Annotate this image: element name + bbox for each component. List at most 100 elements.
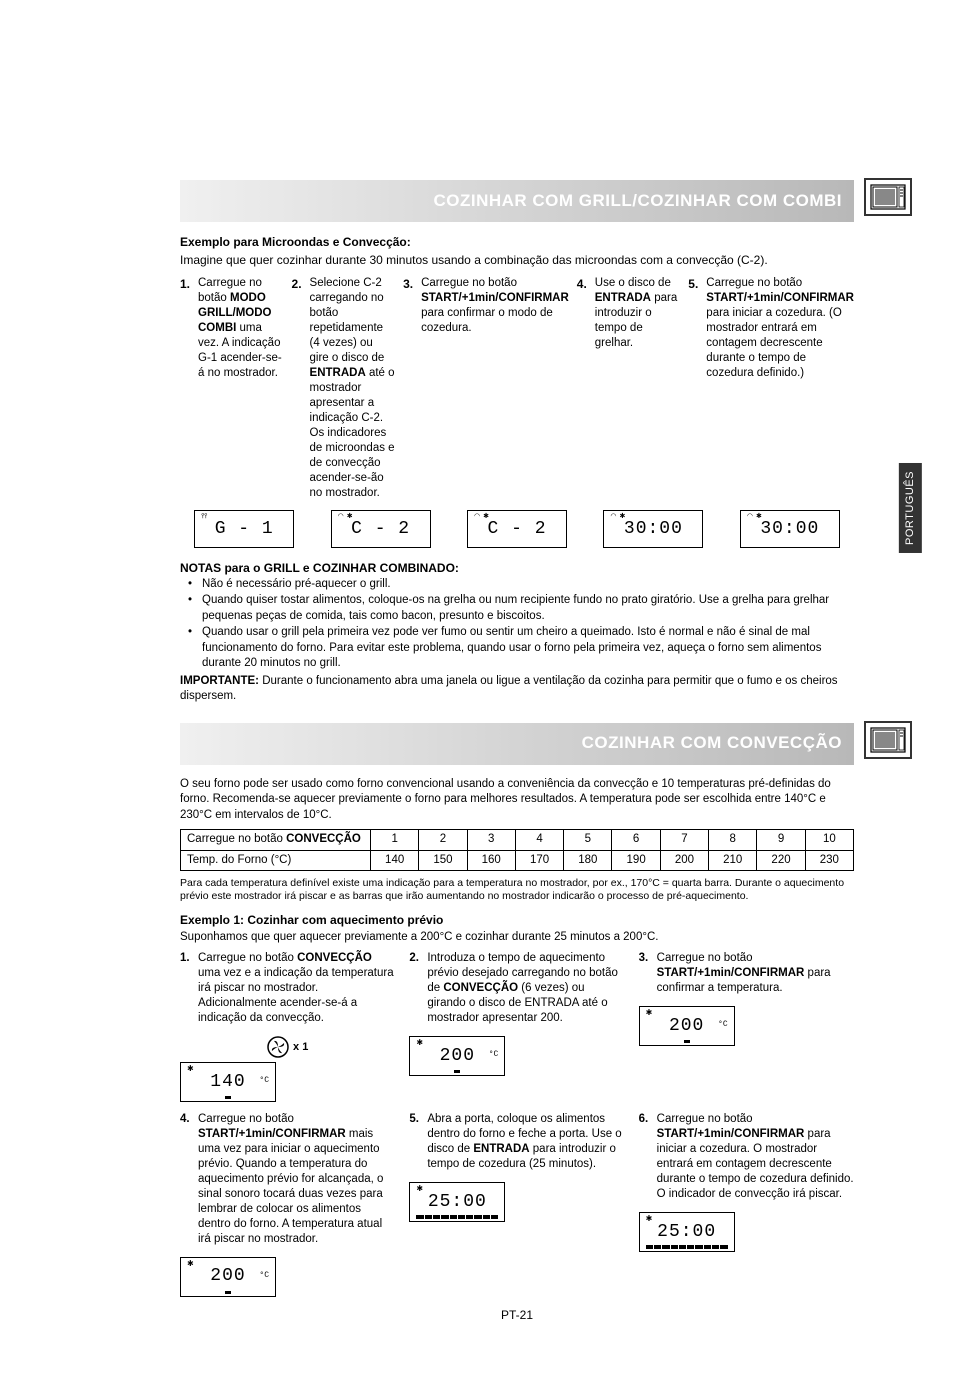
table-cell: 8 <box>709 830 757 851</box>
notes-list: Não é necessário pré-aquecer o grill.Qua… <box>180 577 854 672</box>
step-text: Use o disco de ENTRADA para introduzir o… <box>595 276 681 351</box>
page-number: PT-21 <box>180 1307 854 1323</box>
lcd-display: ✱ 25:00 <box>639 1212 735 1252</box>
table-cell: 4 <box>515 830 563 851</box>
lcd-display: ✱ 200 °C <box>639 1006 735 1046</box>
lcd-value: 30:00 <box>624 517 683 541</box>
lcd-mode-icon: ✱ <box>416 1039 423 1050</box>
table-cell: 6 <box>612 830 660 851</box>
section1-displays: ⫯⫯G - 1◠✱C - 2◠✱C - 2◠✱30:00◠✱30:00 <box>180 510 854 548</box>
lcd-unit: °C <box>718 1020 728 1031</box>
lcd-unit: °C <box>259 1271 269 1282</box>
step-text: Carregue no botão START/+1min/CONFIRMAR … <box>657 951 854 996</box>
lcd-display: ⫯⫯ G - 1 <box>194 510 294 548</box>
step-number: 1. <box>180 951 194 1026</box>
lcd-progress-bars <box>646 1245 728 1249</box>
step-number: 2. <box>292 276 306 500</box>
important-note: IMPORTANTE: Durante o funcionamento abra… <box>180 674 854 705</box>
lcd-display: ✱ 140 °C <box>180 1062 276 1102</box>
step-col: 2.Introduza o tempo de aquecimento prévi… <box>409 951 624 1102</box>
table-cell: 2 <box>419 830 467 851</box>
table-cell: 170 <box>515 850 563 871</box>
step-col: 5.Abra a porta, coloque os alimentos den… <box>409 1112 624 1296</box>
step-col: 1.Carregue no botão CONVECÇÃO uma vez e … <box>180 951 395 1102</box>
step-number: 6. <box>639 1112 653 1202</box>
lcd-mode-icon: ✱ <box>646 1215 653 1226</box>
lcd-value: 25:00 <box>657 1220 716 1244</box>
step-number: 5. <box>688 276 702 381</box>
step-text: Carregue no botão MODO GRILL/MODO COMBI … <box>198 276 284 381</box>
lcd-progress-bars <box>416 1215 498 1219</box>
notes-title: NOTAS para o GRILL e COZINHAR COMBINADO: <box>180 560 854 576</box>
table-cell: 3 <box>467 830 515 851</box>
table-cell: 140 <box>371 850 419 871</box>
step-col: 1.Carregue no botão MODO GRILL/MODO COMB… <box>180 276 284 500</box>
lcd-value: C - 2 <box>488 517 547 541</box>
section1-steps: 1.Carregue no botão MODO GRILL/MODO COMB… <box>180 276 854 500</box>
step-col: 6.Carregue no botão START/+1min/CONFIRMA… <box>639 1112 854 1296</box>
step-col: 4.Use o disco de ENTRADA para introduzir… <box>577 276 681 500</box>
step-col: 4.Carregue no botão START/+1min/CONFIRMA… <box>180 1112 395 1296</box>
step-text: Carregue no botão CONVECÇÃO uma vez e a … <box>198 951 395 1026</box>
lcd-mode-icon: ✱ <box>646 1009 653 1020</box>
step-col: 3.Carregue no botão START/+1min/CONFIRMA… <box>639 951 854 1102</box>
lcd-value: 200 <box>440 1044 475 1068</box>
step-number: 5. <box>409 1112 423 1172</box>
lcd-display: ◠✱C - 2 <box>331 510 431 548</box>
table-note: Para cada temperatura definível existe u… <box>180 877 854 903</box>
section2-intro: O seu forno pode ser usado como forno co… <box>180 777 854 824</box>
fan-icon: x 1 <box>267 1036 308 1058</box>
step-number: 2. <box>409 951 423 1026</box>
note-item: Quando usar o grill pela primeira vez po… <box>180 625 854 672</box>
lcd-unit: °C <box>259 1076 269 1087</box>
lcd-display: ◠✱30:00 <box>740 510 840 548</box>
lcd-value: 25:00 <box>428 1190 487 1214</box>
section1-banner: COZINHAR COM GRILL/COZINHAR COM COMBI <box>180 180 854 222</box>
table-cell: 180 <box>564 850 612 871</box>
table-cell: 7 <box>660 830 708 851</box>
table-cell: 200 <box>660 850 708 871</box>
step-text: Carregue no botão START/+1min/CONFIRMAR … <box>198 1112 395 1246</box>
step-col: 2.Selecione C-2 carregando no botão repe… <box>292 276 396 500</box>
lcd-mode-icon: ◠✱ <box>338 513 353 522</box>
section2-banner: COZINHAR COM CONVECÇÃO <box>180 723 854 765</box>
lcd-value: 140 <box>210 1070 245 1094</box>
example-intro: Suponhamos que quer aquecer previamente … <box>180 930 854 946</box>
lcd-mode-icon: ⫯⫯ <box>201 513 207 522</box>
microwave-icon <box>864 178 912 216</box>
lcd-value: 200 <box>669 1014 704 1038</box>
step-text: Introduza o tempo de aquecimento prévio … <box>427 951 624 1026</box>
table-cell: 230 <box>805 850 853 871</box>
step-number: 4. <box>180 1112 194 1246</box>
lcd-mode-icon: ✱ <box>187 1260 194 1271</box>
lcd-value: C - 2 <box>351 517 410 541</box>
step-col: 5.Carregue no botão START/+1min/CONFIRMA… <box>688 276 854 500</box>
lcd-mode-icon: ✱ <box>416 1185 423 1196</box>
lcd-mode-icon: ◠✱ <box>474 513 489 522</box>
lcd-display: ✱ 25:00 <box>409 1182 505 1222</box>
table-row1-label: Carregue no botão CONVECÇÃO <box>181 830 371 851</box>
section2-steps-row2: 4.Carregue no botão START/+1min/CONFIRMA… <box>180 1112 854 1296</box>
lcd-unit: °C <box>489 1050 499 1061</box>
table-row2-label: Temp. do Forno (°C) <box>181 850 371 871</box>
step-text: Abra a porta, coloque os alimentos dentr… <box>427 1112 624 1172</box>
lcd-value: G - 1 <box>215 517 274 541</box>
step-number: 4. <box>577 276 591 351</box>
language-tab: PORTUGUÊS <box>899 463 922 553</box>
step-number: 1. <box>180 276 194 381</box>
important-label: IMPORTANTE: <box>180 675 259 687</box>
table-cell: 5 <box>564 830 612 851</box>
table-cell: 190 <box>612 850 660 871</box>
table-cell: 160 <box>467 850 515 871</box>
lcd-display: ◠✱C - 2 <box>467 510 567 548</box>
section1-title: COZINHAR COM GRILL/COZINHAR COM COMBI <box>433 190 842 213</box>
section2-steps-row1: 1.Carregue no botão CONVECÇÃO uma vez e … <box>180 951 854 1102</box>
lcd-mode-icon: ✱ <box>187 1065 194 1076</box>
table-cell: 150 <box>419 850 467 871</box>
step-text: Carregue no botão START/+1min/CONFIRMAR … <box>706 276 854 381</box>
lcd-mode-icon: ◠✱ <box>747 513 762 522</box>
step-text: Selecione C-2 carregando no botão repeti… <box>310 276 396 500</box>
table-cell: 10 <box>805 830 853 851</box>
important-text: Durante o funcionamento abra uma janela … <box>180 675 838 703</box>
lcd-display: ✱ 200 °C <box>409 1036 505 1076</box>
